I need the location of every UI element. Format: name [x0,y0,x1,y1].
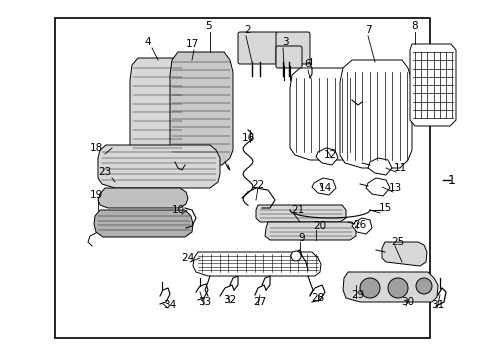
Polygon shape [256,205,346,222]
Polygon shape [311,178,335,195]
Text: 18: 18 [89,143,102,153]
Text: 33: 33 [198,297,211,307]
Text: 6: 6 [304,59,311,69]
Polygon shape [193,252,320,276]
Text: 20: 20 [313,221,326,231]
Polygon shape [409,44,455,126]
Text: 27: 27 [253,297,266,307]
Polygon shape [130,58,184,160]
Text: 11: 11 [392,163,406,173]
Text: 30: 30 [401,297,414,307]
Text: 10: 10 [171,205,184,215]
Circle shape [290,251,301,261]
Polygon shape [289,68,354,160]
Circle shape [387,278,407,298]
FancyBboxPatch shape [275,46,302,68]
Polygon shape [264,222,355,240]
Polygon shape [365,178,389,196]
Text: 3: 3 [281,37,288,47]
Text: 5: 5 [204,21,211,31]
Text: 22: 22 [251,180,264,190]
Text: 7: 7 [364,25,370,35]
Text: 4: 4 [144,37,151,47]
Polygon shape [94,210,193,237]
Text: 28: 28 [311,293,324,303]
Circle shape [415,278,431,294]
Text: 14: 14 [318,183,331,193]
Polygon shape [98,145,220,188]
Text: 19: 19 [89,190,102,200]
Text: 25: 25 [390,237,404,247]
Bar [55,18,429,338]
Text: 23: 23 [98,167,111,177]
Polygon shape [339,60,411,168]
Polygon shape [381,242,426,266]
Text: 8: 8 [411,21,417,31]
Polygon shape [367,158,391,175]
Text: 9: 9 [298,233,305,243]
Polygon shape [170,52,232,165]
Text: 34: 34 [163,300,176,310]
FancyBboxPatch shape [275,32,309,64]
FancyBboxPatch shape [238,32,278,64]
Text: 1: 1 [447,174,455,186]
Circle shape [359,278,379,298]
Text: 26: 26 [353,220,366,230]
Text: 17: 17 [185,39,198,49]
Polygon shape [351,218,371,234]
Text: 21: 21 [291,205,304,215]
Text: 13: 13 [387,183,401,193]
Text: 32: 32 [223,295,236,305]
Text: 29: 29 [351,290,364,300]
Polygon shape [342,272,437,302]
Text: 31: 31 [430,300,444,310]
Text: 16: 16 [241,133,254,143]
Polygon shape [98,188,187,208]
Polygon shape [315,148,337,165]
Text: 12: 12 [323,150,336,160]
Text: 2: 2 [244,25,251,35]
Text: 24: 24 [181,253,194,263]
Text: 15: 15 [378,203,391,213]
